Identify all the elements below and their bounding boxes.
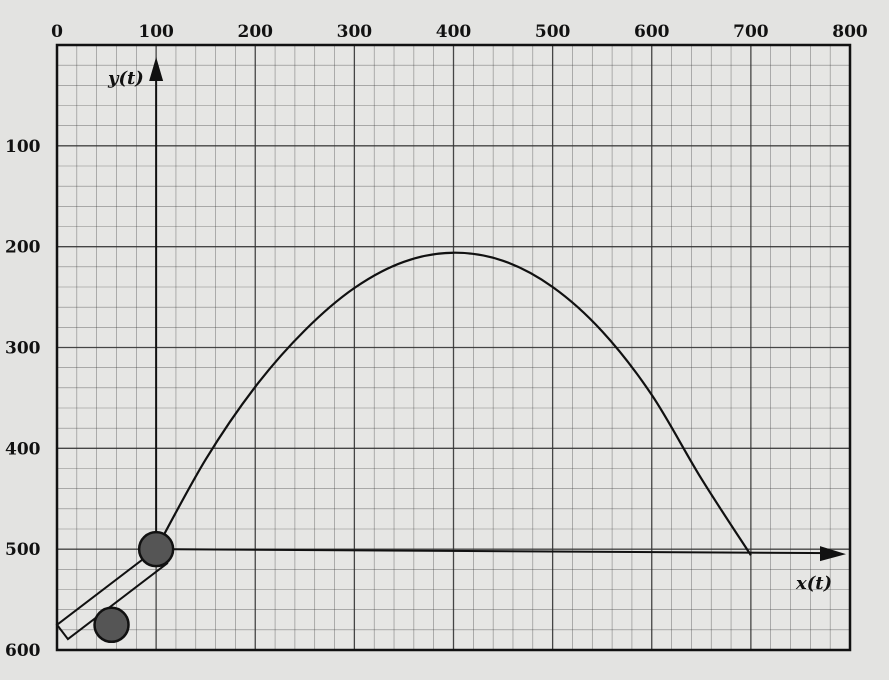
x-axis-line (156, 548, 835, 555)
x-tick-label: 100 (138, 22, 174, 42)
ball-launch-point (137, 530, 175, 568)
y-tick-label: 200 (5, 238, 41, 258)
x-tick-label: 500 (535, 22, 571, 42)
y-tick-labels: 100 200 300 400 500 600 (5, 137, 41, 661)
trajectory-curve (155, 251, 752, 556)
y-tick-label: 500 (5, 540, 41, 560)
balls (93, 530, 175, 644)
y-tick-label: 600 (5, 641, 41, 661)
axes (149, 57, 846, 562)
plot-frame (55, 43, 852, 652)
ball-in-launcher (93, 606, 130, 644)
y-tick-label: 100 (5, 137, 41, 157)
x-tick-label: 400 (436, 22, 472, 42)
x-tick-label: 700 (733, 22, 769, 42)
x-tick-label: 800 (832, 22, 868, 42)
x-tick-labels: 0 100 200 300 400 500 600 700 800 (51, 22, 868, 42)
x-tick-label: 300 (337, 22, 373, 42)
y-tick-label: 400 (5, 439, 41, 459)
y-axis-arrow-icon (149, 57, 164, 81)
x-tick-label: 200 (238, 22, 274, 42)
y-tick-label: 300 (5, 339, 41, 359)
y-axis-title: y(t) (107, 68, 144, 89)
x-tick-label: 600 (634, 22, 670, 42)
x-axis-arrow-icon (820, 546, 846, 562)
x-tick-label: 0 (51, 22, 63, 42)
x-axis-title: x(t) (795, 573, 832, 594)
